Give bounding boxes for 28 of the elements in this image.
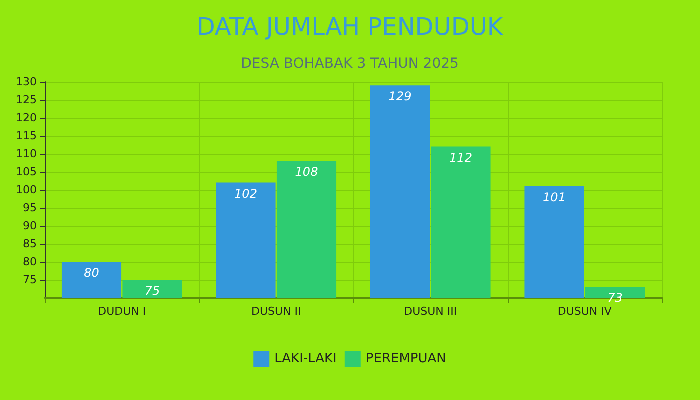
y-tick-label: 115	[16, 130, 37, 142]
data-label: 73	[608, 291, 623, 306]
data-label: 112	[450, 150, 472, 165]
x-tick-label: DUSUN II	[251, 305, 302, 318]
x-tick-label: DUSUN IV	[558, 305, 612, 318]
chart-title: DATA JUMLAH PENDUDUK	[196, 13, 504, 41]
data-label: 102	[234, 186, 258, 201]
legend-label: PEREMPUAN	[366, 352, 446, 366]
y-tick-label: 100	[16, 184, 37, 196]
x-tick-label: DUDUN I	[98, 305, 146, 318]
legend-label: LAKI-LAKI	[274, 352, 337, 366]
y-tick-label: 110	[16, 148, 37, 160]
data-label: 129	[388, 90, 412, 104]
x-tick-label: DUSUN III	[404, 305, 458, 318]
y-tick-label: 125	[16, 94, 37, 106]
data-label: 108	[295, 165, 319, 180]
y-tick-label: 90	[23, 220, 37, 232]
y-tick-label: 105	[16, 166, 37, 178]
y-tick-label: 85	[23, 238, 37, 250]
y-tick-label: 120	[16, 112, 37, 124]
y-tick-label: 95	[23, 202, 37, 214]
data-label: 101	[543, 190, 566, 204]
data-label: 80	[84, 266, 100, 280]
data-label: 75	[144, 284, 160, 298]
y-tick-label: 80	[23, 256, 37, 268]
y-tick-label: 75	[23, 274, 37, 286]
chart-subtitle: DESA BOHABAK 3 TAHUN 2025	[241, 56, 459, 72]
y-tick-label: 130	[16, 76, 37, 88]
